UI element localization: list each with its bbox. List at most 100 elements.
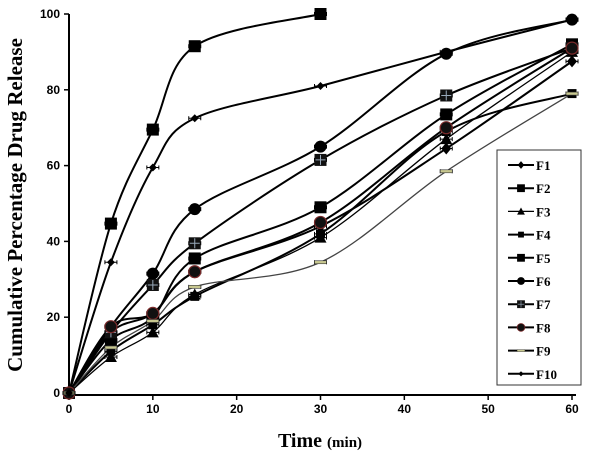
square-marker xyxy=(314,8,327,20)
diamond-small-marker xyxy=(106,258,115,267)
x-tick-label: 40 xyxy=(398,402,412,416)
legend-diamond-small-marker xyxy=(518,371,524,377)
diamond-small-marker xyxy=(442,47,451,56)
data-point-f5 xyxy=(314,201,327,214)
legend: F1 F2 F3 F4 F5 F6 F7 F8 F9 F10 xyxy=(496,149,582,386)
dash-marker xyxy=(439,169,453,174)
data-point-f9 xyxy=(146,318,160,323)
x-tick-label: 10 xyxy=(146,402,160,416)
circle-red-marker xyxy=(104,320,118,334)
data-point-f8 xyxy=(104,320,118,334)
x-axis-label: Time (min) xyxy=(278,430,362,452)
legend-item-f8: F8 xyxy=(508,320,551,335)
square-plus-marker xyxy=(440,89,453,102)
diamond-marker xyxy=(567,55,577,68)
data-point-f9 xyxy=(565,91,579,96)
data-point-f5 xyxy=(188,252,202,265)
data-point-f3 xyxy=(439,133,453,145)
y-tick-label: 40 xyxy=(47,234,61,248)
square-plus-cross xyxy=(315,154,326,165)
square-marker xyxy=(146,123,159,136)
data-point-f8 xyxy=(188,265,202,279)
legend-item-f3: F3 xyxy=(508,204,551,219)
x-tick-label: 30 xyxy=(314,402,328,416)
legend-label: F8 xyxy=(536,320,551,335)
dash-marker xyxy=(188,285,202,289)
dash-marker xyxy=(104,345,118,350)
data-point-f2 xyxy=(314,8,327,20)
legend-label: F10 xyxy=(536,367,557,382)
data-point-f8 xyxy=(439,121,453,135)
data-point-f8 xyxy=(565,41,579,55)
legend-item-f5: F5 xyxy=(508,251,551,266)
circle-red-marker xyxy=(188,265,202,279)
square-small-marker xyxy=(190,291,200,301)
diamond-marker xyxy=(441,142,452,155)
circle-red-marker xyxy=(146,306,160,321)
data-point-f7 xyxy=(439,89,453,102)
data-point-f3 xyxy=(104,350,118,362)
data-point-f10 xyxy=(104,258,118,267)
data-point-f1 xyxy=(439,142,453,155)
y-tick-label: 0 xyxy=(53,386,60,400)
legend-label: F2 xyxy=(536,181,550,196)
square-plus-marker xyxy=(188,237,201,250)
triangle-marker xyxy=(104,350,117,362)
legend-square-small-marker xyxy=(518,231,524,238)
circle-marker xyxy=(314,140,327,153)
data-point-f8 xyxy=(313,215,328,230)
data-point-f9 xyxy=(104,345,118,350)
dash-marker xyxy=(314,260,327,265)
dash-marker xyxy=(565,91,579,96)
triangle-marker xyxy=(146,326,159,338)
data-point-f9 xyxy=(439,169,453,174)
y-tick-label: 100 xyxy=(40,7,60,21)
data-point-f10 xyxy=(565,15,579,24)
legend-item-f2: F2 xyxy=(508,181,550,196)
legend-square-plus-marker xyxy=(517,300,525,309)
square-marker xyxy=(104,217,117,230)
legend-label: F5 xyxy=(536,251,551,266)
square-small-marker xyxy=(316,229,325,239)
square-plus-cross xyxy=(147,279,158,290)
diamond-small-marker xyxy=(316,82,325,91)
diamond-small-marker xyxy=(190,114,199,123)
data-point-f7 xyxy=(146,278,160,291)
y-tick-label: 80 xyxy=(47,83,61,97)
circle-red-marker xyxy=(439,121,453,135)
square-marker xyxy=(188,40,201,53)
legend-label: F7 xyxy=(536,297,551,312)
y-axis-label: Cumulative Percentage Drug Release xyxy=(3,38,27,372)
data-point-f10 xyxy=(314,82,327,91)
square-small-marker xyxy=(148,320,158,330)
legend-item-f6: F6 xyxy=(508,274,551,289)
data-point-f2 xyxy=(188,40,202,53)
data-point-f10 xyxy=(146,163,160,172)
legend-item-f1: F1 xyxy=(508,158,550,173)
data-point-f5 xyxy=(439,108,453,121)
circle-red-marker xyxy=(313,215,328,230)
legend-diamond-marker xyxy=(517,161,525,169)
data-point-f2 xyxy=(146,123,160,136)
data-point-f6 xyxy=(188,203,202,216)
data-point-f7 xyxy=(188,237,202,250)
data-point-f4 xyxy=(314,229,327,239)
series-markers xyxy=(62,8,579,400)
legend-circle-marker xyxy=(517,277,525,285)
data-point-f6 xyxy=(314,140,327,153)
data-point-f6 xyxy=(146,267,160,280)
legend-item-f4: F4 xyxy=(508,228,551,243)
legend-item-f10: F10 xyxy=(508,367,557,382)
square-marker xyxy=(440,108,453,121)
square-small-marker xyxy=(106,346,116,356)
data-point-f9 xyxy=(188,284,202,289)
data-point-f4 xyxy=(188,291,202,301)
square-plus-marker xyxy=(314,153,327,166)
legend-label: F3 xyxy=(536,204,551,219)
triangle-marker xyxy=(440,133,453,145)
data-point-f7 xyxy=(314,153,327,166)
x-tick-label: 0 xyxy=(66,402,73,416)
legend-item-f9: F9 xyxy=(508,344,551,359)
data-point-f4 xyxy=(104,346,118,356)
